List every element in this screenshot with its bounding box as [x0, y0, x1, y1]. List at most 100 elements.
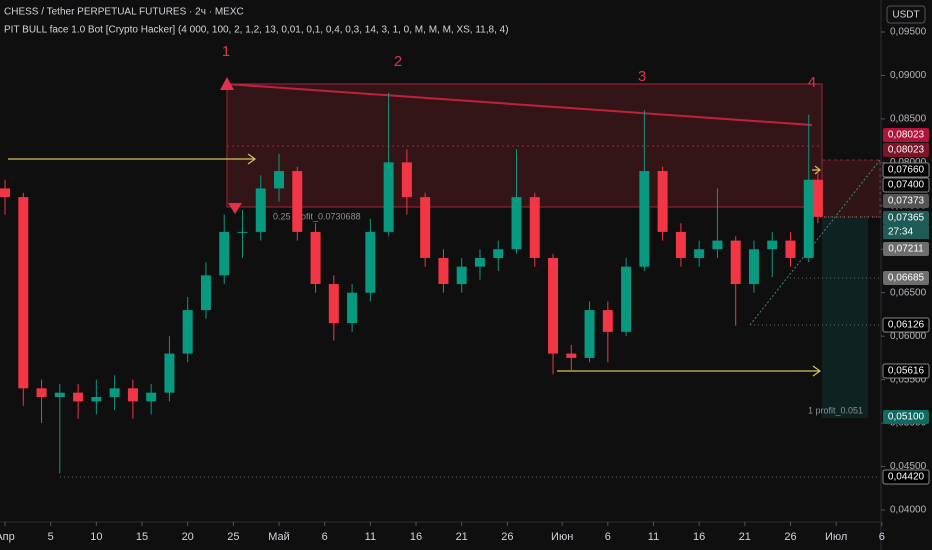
currency[interactable]: USDT	[892, 10, 919, 21]
candle-body	[54, 392, 65, 398]
candle-body	[812, 179, 823, 217]
x-tick-label: Июн	[551, 531, 573, 543]
candle-body	[748, 249, 759, 285]
triangle-down	[228, 203, 242, 214]
candle-body	[219, 231, 230, 276]
candle-body	[420, 197, 431, 258]
price-badge-label: 0,05616	[888, 366, 925, 377]
y-tick-label: 0,09000	[890, 70, 927, 81]
x-tick-label: 25	[227, 531, 239, 543]
candle-body	[529, 197, 540, 258]
y-tick-label: 0,06500	[890, 287, 927, 298]
candle-body	[548, 257, 559, 354]
y-tick-label: 0,08500	[890, 114, 927, 125]
candle-body	[91, 397, 102, 402]
candle-body	[146, 392, 157, 402]
candle-body	[310, 231, 321, 285]
trend-line	[749, 159, 881, 326]
price-badge	[883, 410, 929, 424]
candle-body	[36, 388, 47, 398]
x-tick-label: 11	[648, 531, 659, 543]
candle-body	[675, 231, 686, 258]
arrow	[557, 365, 822, 377]
y-tick-label: 0,05500	[890, 374, 927, 385]
x-tick-label: 6	[322, 531, 328, 543]
x-tick-label: 5	[48, 531, 54, 543]
candle-body	[785, 240, 796, 258]
y-tick-label: 0,04000	[890, 505, 927, 516]
x-tick-label: 26	[784, 531, 796, 543]
candles	[0, 92, 823, 474]
price-badge	[883, 128, 929, 142]
candle-body	[0, 188, 11, 198]
price-badge	[882, 162, 930, 178]
price-badge-label: 0,04420	[888, 472, 925, 483]
price-badge-label: 0,07660	[888, 165, 925, 176]
candle-body	[712, 240, 723, 250]
annotation: 0.25 profit_0.0730688	[273, 211, 361, 221]
x-tick-label: 6	[605, 531, 611, 543]
candle-body	[182, 310, 193, 354]
candle-body	[200, 275, 211, 311]
x-tick-label: 16	[410, 531, 422, 543]
candle-body	[274, 171, 285, 189]
candle-body	[511, 197, 522, 250]
x-tick-label: 21	[456, 531, 468, 543]
price-badge	[882, 317, 930, 333]
x-tick-label: 20	[182, 531, 194, 543]
candle-body	[621, 266, 632, 332]
timer-badge	[883, 225, 929, 239]
y-tick-label: 0,09500	[890, 27, 927, 38]
candle-body	[383, 162, 394, 232]
candle-body	[639, 171, 650, 267]
candle-body	[493, 249, 504, 258]
x-tick-label: Июл	[825, 531, 847, 543]
candle-body	[292, 171, 303, 232]
indicator: PIT BULL face 1.0 Bot [Crypto Hacker] (4…	[4, 25, 509, 36]
triangle-up	[220, 77, 234, 90]
candle-body	[347, 292, 358, 324]
trend-line	[226, 83, 813, 126]
candle-body	[566, 353, 577, 358]
price-badge	[883, 211, 929, 225]
price-badge-label: 0,08023	[888, 130, 925, 141]
candle-body	[803, 179, 814, 258]
x-tick-label: 26	[501, 531, 513, 543]
candle-body	[657, 171, 668, 232]
candle-body	[127, 388, 138, 402]
x-tick-label: Май	[268, 531, 290, 543]
candle-body	[602, 310, 613, 332]
annotation: 4	[808, 74, 816, 91]
price-badge-label: 0,07365	[888, 213, 925, 224]
candle-body	[767, 240, 778, 250]
annotation: 2	[394, 53, 402, 70]
x-tick-label: Апр	[0, 531, 15, 543]
arrow	[812, 165, 821, 175]
candle-body	[401, 162, 412, 198]
price-badge-label: 0,05100	[888, 412, 925, 423]
price-badge-label: 0,07373	[888, 196, 925, 207]
candle-body	[438, 257, 449, 285]
short-target-zone	[822, 217, 868, 418]
x-tick-label: 6	[879, 531, 885, 543]
y-tick-label: 0,04500	[890, 461, 927, 472]
price-badge	[882, 469, 930, 485]
price-badge-label: 0,08023	[888, 145, 925, 156]
short-stop-zone	[821, 159, 881, 218]
candle-body	[584, 310, 595, 358]
price-badge-label: 0,06126	[888, 320, 925, 331]
price-badge	[882, 363, 930, 379]
candle-body	[694, 249, 705, 258]
x-tick-label: 10	[90, 531, 102, 543]
price-badge	[883, 194, 929, 208]
price-badge	[883, 143, 929, 157]
annotation: 1	[222, 43, 230, 60]
x-tick-label: 15	[136, 531, 148, 543]
candle-body	[456, 266, 467, 285]
annotation: 3	[638, 68, 646, 85]
x-tick-label: 16	[693, 531, 705, 543]
price-badge	[883, 271, 929, 285]
candle-body	[365, 231, 376, 293]
currency-button[interactable]	[886, 5, 926, 24]
